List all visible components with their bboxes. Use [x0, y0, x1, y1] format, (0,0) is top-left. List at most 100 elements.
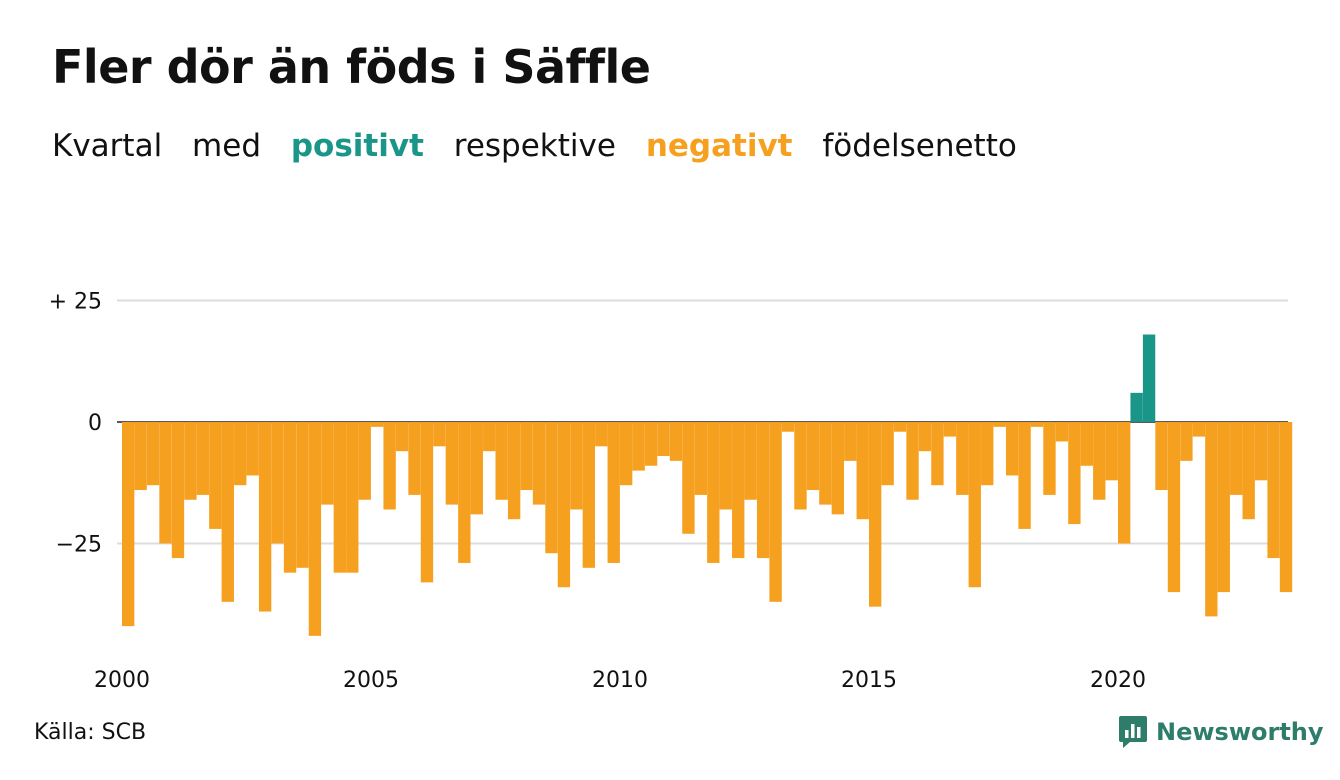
bar	[1093, 422, 1106, 500]
bar	[781, 422, 795, 432]
bar	[221, 422, 234, 602]
bar	[657, 422, 670, 457]
bar	[769, 422, 782, 602]
bar	[1205, 422, 1218, 617]
bar	[1043, 422, 1056, 495]
bar	[1192, 422, 1206, 437]
bar	[234, 422, 247, 486]
newsworthy-logo-icon	[1119, 716, 1147, 748]
bar	[1267, 422, 1280, 559]
subtitle-part-1: Kvartal	[52, 128, 163, 164]
bar	[271, 422, 284, 544]
x-tick-label: 2010	[592, 668, 648, 693]
subtitle-negative-word: negativt	[645, 128, 793, 164]
bar	[283, 422, 297, 573]
bar	[171, 422, 185, 559]
bar	[756, 422, 770, 559]
bar	[844, 422, 857, 461]
bar	[732, 422, 745, 559]
subtitle-part-4: födelsenetto	[822, 128, 1017, 164]
bar	[906, 422, 919, 500]
chart-subtitle: Kvartal med positivt respektive negativt…	[52, 128, 1031, 164]
subtitle-part-2: med	[192, 128, 261, 164]
bar	[1167, 422, 1181, 593]
y-tick-label: + 25	[49, 290, 102, 315]
bar	[1230, 422, 1243, 495]
bar	[719, 422, 732, 510]
bar	[557, 422, 571, 588]
bar	[1180, 422, 1193, 461]
y-tick-label: 0	[88, 411, 102, 436]
bar	[1068, 422, 1081, 525]
bar	[458, 422, 471, 563]
bar	[1142, 334, 1156, 422]
bar	[483, 422, 496, 452]
bar	[1279, 422, 1293, 593]
subtitle-positive-word: positivt	[290, 128, 424, 164]
bar	[420, 422, 434, 583]
bar	[358, 422, 371, 500]
brand-logo: Newsworthy	[1118, 712, 1324, 752]
bar	[296, 422, 309, 568]
chart-title: Fler dör än föds i Säffle	[52, 40, 651, 94]
bar	[669, 422, 683, 461]
bar	[794, 422, 807, 510]
bar	[1118, 422, 1131, 544]
bar	[1155, 422, 1168, 491]
bar	[918, 422, 932, 452]
bar	[1080, 422, 1093, 466]
bar	[333, 422, 346, 573]
bar	[570, 422, 583, 510]
bar	[433, 422, 446, 447]
bar	[246, 422, 259, 476]
bar	[321, 422, 334, 505]
bar	[856, 422, 869, 520]
bar	[694, 422, 708, 495]
bar	[209, 422, 222, 529]
bar	[1217, 422, 1230, 593]
bar	[1105, 422, 1118, 481]
bar	[595, 422, 608, 447]
bar	[819, 422, 832, 505]
bar	[582, 422, 595, 568]
bar	[445, 422, 459, 505]
bar	[943, 422, 957, 437]
bar	[532, 422, 546, 505]
x-tick-label: 2015	[841, 668, 897, 693]
bar	[383, 422, 396, 510]
bar	[495, 422, 508, 500]
bar	[507, 422, 521, 520]
bar	[308, 422, 322, 636]
bar	[408, 422, 421, 495]
bar	[1018, 422, 1031, 529]
bar	[395, 422, 409, 452]
bar	[981, 422, 994, 486]
bar	[744, 422, 757, 500]
bar	[134, 422, 147, 491]
bar	[520, 422, 533, 491]
bar	[893, 422, 907, 432]
bar	[644, 422, 658, 466]
x-tick-label: 2000	[94, 668, 150, 693]
bar	[1254, 422, 1268, 481]
y-tick-label: −25	[56, 533, 102, 558]
bar	[1055, 422, 1069, 442]
bar	[956, 422, 969, 495]
x-tick-label: 2005	[343, 668, 399, 693]
bar	[159, 422, 172, 544]
bar	[869, 422, 882, 607]
bar	[931, 422, 944, 486]
bar	[258, 422, 272, 612]
bar	[632, 422, 645, 471]
bar	[881, 422, 894, 486]
bar	[146, 422, 160, 486]
bar	[607, 422, 620, 563]
bar	[831, 422, 844, 515]
bar	[1030, 422, 1044, 427]
subtitle-part-3: respektive	[453, 128, 616, 164]
bar	[470, 422, 483, 515]
bar	[620, 422, 633, 486]
bar	[968, 422, 981, 588]
bar	[545, 422, 558, 554]
